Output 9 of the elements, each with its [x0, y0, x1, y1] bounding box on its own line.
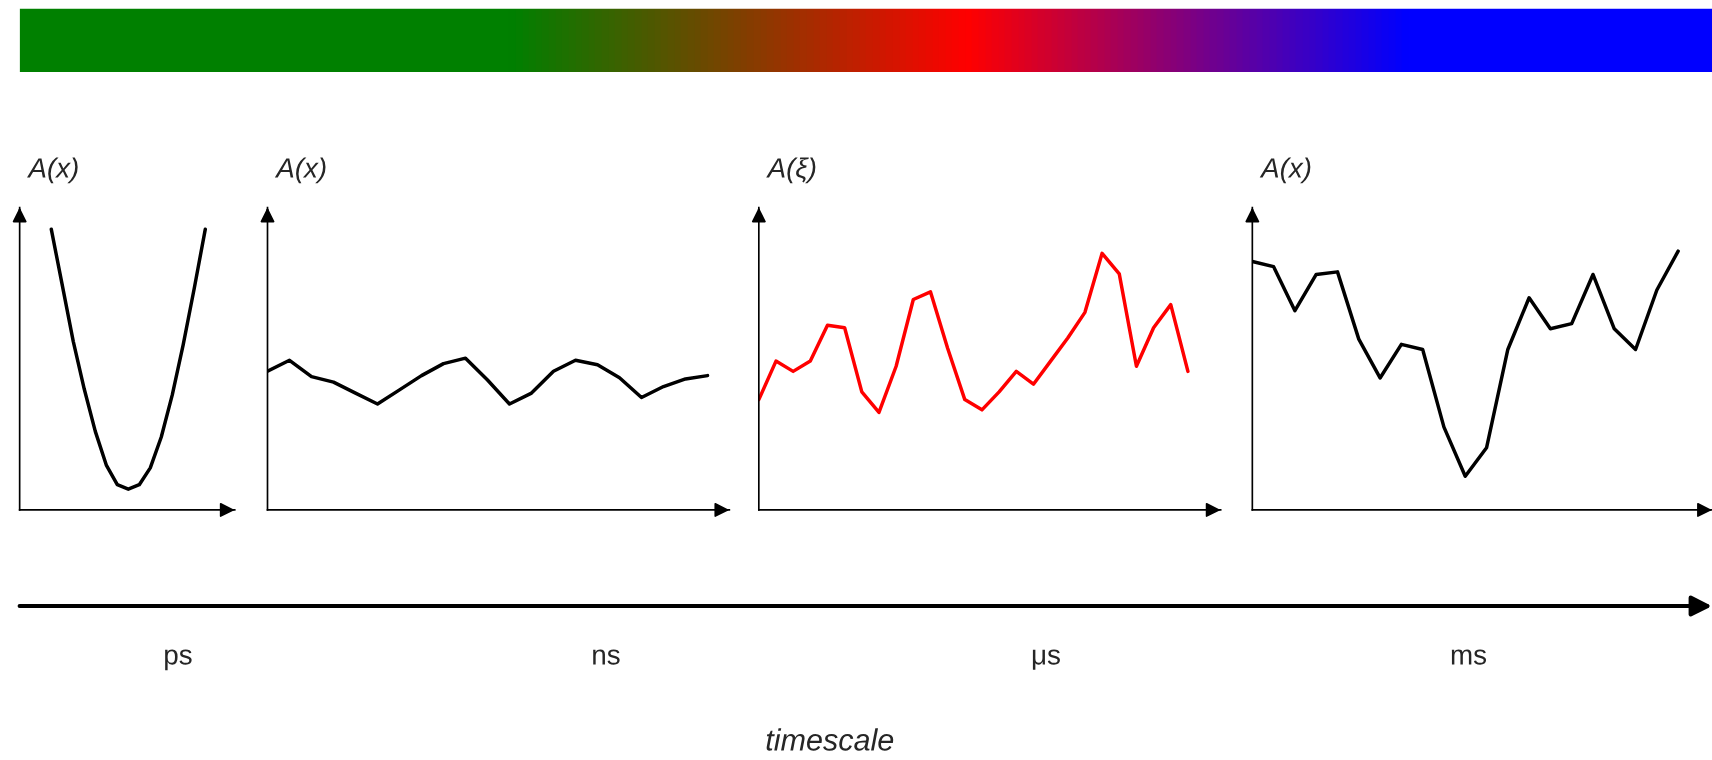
- x-axis-title: μs: [1032, 649, 1060, 670]
- x-axis-title: ms: [1451, 649, 1487, 665]
- y-axis-title: A(x): [1259, 157, 1311, 184]
- y-axis-title: A(x): [274, 157, 326, 184]
- y-axis-title: A(ξ): [766, 157, 816, 184]
- y-axis-title: A(x): [27, 157, 78, 184]
- text: timescale: [766, 728, 894, 751]
- x-axis-title: ps: [165, 649, 192, 671]
- x-axis-title: ns: [593, 649, 620, 665]
